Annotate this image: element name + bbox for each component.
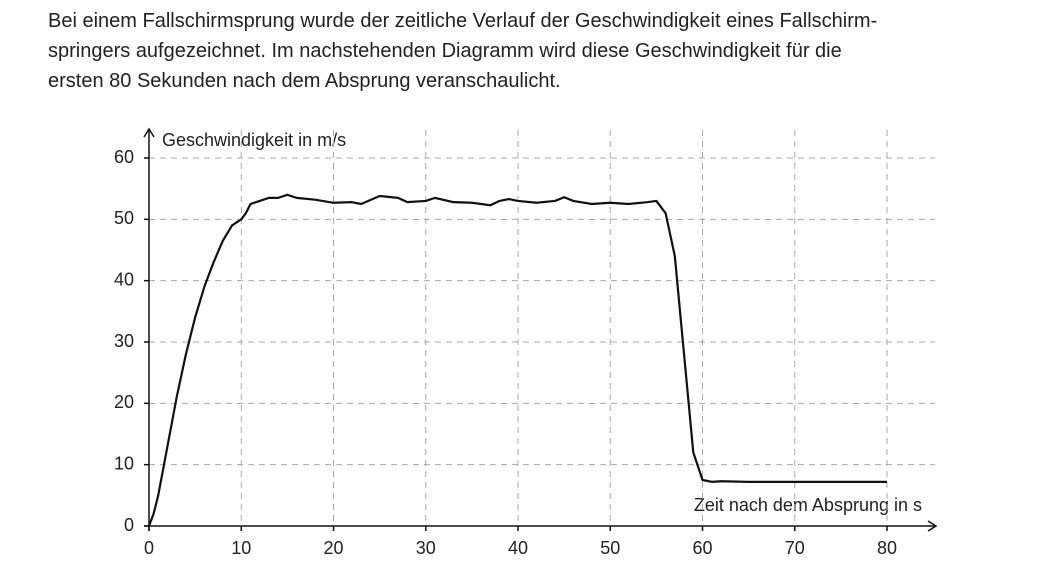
x-tick-label: 50: [600, 538, 620, 558]
x-axis-arrow: [927, 520, 938, 532]
x-tick-label: 80: [877, 538, 897, 558]
y-tick-label: 30: [114, 331, 134, 351]
y-tick-label: 50: [114, 208, 134, 228]
y-tick-label: 40: [114, 269, 134, 289]
y-tick-label: 20: [114, 392, 134, 412]
line: [147, 193, 887, 527]
x-tick-label: 0: [144, 538, 154, 558]
text-line: ersten 80 Sekunden nach dem Absprung ver…: [48, 70, 561, 92]
x-tick-label: 70: [785, 538, 805, 558]
text-line: Bei einem Fallschirmsprung wurde der zei…: [48, 10, 878, 32]
y-tick-label: 10: [114, 453, 134, 473]
x-tick-label: 60: [692, 538, 712, 558]
y-tick-label: 60: [114, 147, 134, 167]
x-tick-label: 20: [323, 538, 343, 558]
x-axis-label: Zeit nach dem Absprung in s: [694, 495, 922, 515]
x-tick-label: 10: [231, 538, 251, 558]
x-tick-label: 30: [416, 538, 436, 558]
x-tick-label: 40: [508, 538, 528, 558]
y-axis-label: Geschwindigkeit in m/s: [162, 130, 346, 150]
y-axis-arrow: [143, 127, 155, 138]
text-line: springers aufgezeichnet. Im nachstehende…: [48, 40, 842, 62]
intro-text: Bei einem Fallschirmsprung wurde der zei…: [48, 6, 877, 96]
y-tick-label: 0: [124, 515, 134, 535]
